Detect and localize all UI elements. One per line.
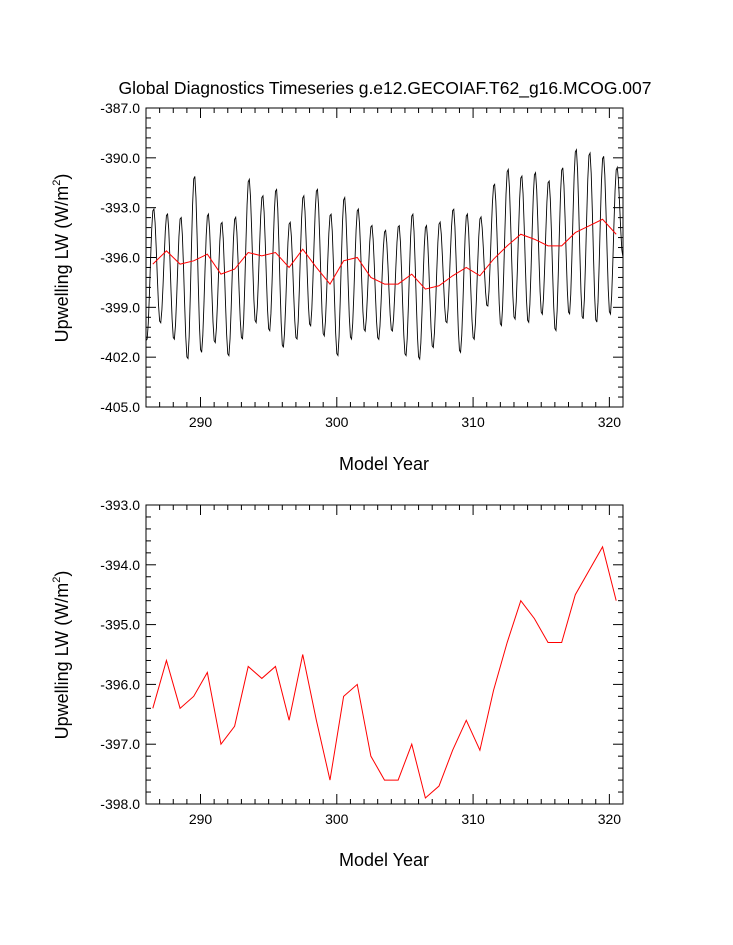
x-tick-label: 310	[461, 811, 485, 827]
top-y-axis-label-close: )	[52, 174, 72, 180]
y-tick-label: -396.0	[100, 250, 140, 266]
y-tick-label: -394.0	[100, 557, 140, 573]
chart-title: Global Diagnostics Timeseries g.e12.GECO…	[118, 78, 651, 99]
bottom-plot-frame	[145, 504, 624, 805]
top-plot-frame	[145, 107, 624, 408]
y-tick-label: -405.0	[100, 399, 140, 415]
annual-mean-series-line	[152, 218, 617, 290]
bottom-y-axis-label-superscript: 2	[51, 577, 63, 583]
y-tick-label: -402.0	[100, 349, 140, 365]
x-tick-label: 300	[325, 811, 349, 827]
monthly-series-line	[145, 148, 624, 361]
bottom-y-axis-label: Upwelling LW (W/m2)	[51, 571, 72, 740]
bottom-plot-area	[152, 545, 617, 799]
y-tick-label: -387.0	[100, 100, 140, 116]
y-tick-label: -390.0	[100, 150, 140, 166]
top-y-axis-label: Upwelling LW (W/m2)	[51, 174, 72, 343]
annual-mean-series-line	[152, 545, 617, 799]
y-tick-label: -397.0	[100, 736, 140, 752]
bottom-y-axis-label-main: Upwelling LW (W/m	[52, 583, 72, 740]
y-tick-label: -393.0	[100, 200, 140, 216]
top-plot-area	[145, 148, 624, 361]
y-tick-label: -399.0	[100, 299, 140, 315]
top-x-axis-label: Model Year	[339, 454, 429, 474]
x-tick-label: 290	[189, 811, 213, 827]
x-tick-label: 300	[325, 414, 349, 430]
bottom-x-axis-label: Model Year	[339, 850, 429, 870]
x-tick-label: 290	[189, 414, 213, 430]
bottom-y-axis-label-close: )	[52, 571, 72, 577]
top-timeseries-panel: Global Diagnostics Timeseries g.e12.GECO…	[51, 78, 652, 474]
bottom-axes: 290 300 310 320 -393.0 -394.0 -395.0 -396.0 -397…	[100, 497, 624, 827]
top-y-axis-label-main: Upwelling LW (W/m	[52, 186, 72, 343]
y-tick-label: -396.0	[100, 676, 140, 692]
bottom-timeseries-panel: 290 300 310 320 -393.0 -394.0 -395.0 -396.0 -397…	[51, 497, 624, 870]
y-tick-label: -393.0	[100, 497, 140, 513]
y-tick-label: -395.0	[100, 617, 140, 633]
x-tick-label: 310	[461, 414, 485, 430]
x-tick-label: 320	[598, 414, 622, 430]
x-tick-label: 320	[598, 811, 622, 827]
y-tick-label: -398.0	[100, 796, 140, 812]
top-y-axis-label-superscript: 2	[51, 180, 63, 186]
top-axes: 290 300 310 320 -387.0 -390.0 -393.0 -396.0 -399…	[100, 100, 624, 430]
